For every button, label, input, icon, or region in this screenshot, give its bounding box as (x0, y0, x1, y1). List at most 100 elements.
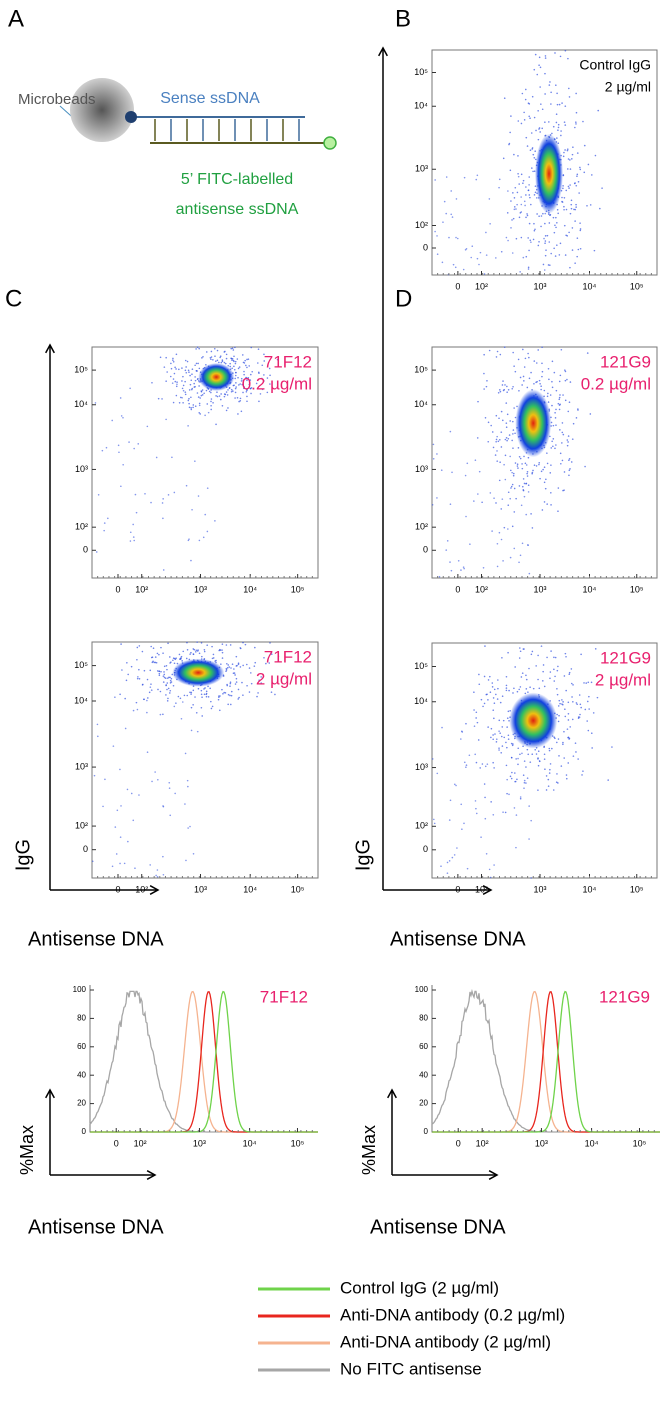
event-dot (198, 367, 201, 370)
event-dot (510, 115, 512, 117)
event-dot (150, 656, 153, 659)
event-dot (473, 709, 475, 711)
event-dot (512, 217, 515, 220)
event-dot (538, 687, 541, 690)
event-dot (218, 361, 220, 364)
event-dot (566, 235, 569, 237)
event-dot (523, 495, 526, 498)
event-dot (169, 682, 172, 684)
event-dot (449, 430, 452, 433)
event-dot (257, 692, 259, 694)
event-dot (197, 687, 200, 690)
event-dot (495, 741, 498, 743)
event-dot (513, 687, 515, 690)
event-dot (190, 729, 193, 732)
event-dot (581, 774, 583, 776)
event-dot (504, 811, 507, 814)
event-dot (227, 364, 230, 367)
event-dot (237, 688, 240, 691)
event-dot (482, 705, 484, 708)
event-dot (514, 462, 517, 464)
event-dot (538, 56, 541, 59)
event-dot (210, 400, 212, 403)
event-dot (431, 503, 434, 506)
event-dot (553, 668, 555, 671)
event-dot (590, 732, 593, 735)
event-dot (173, 705, 176, 708)
event-dot (440, 865, 442, 868)
event-dot (125, 679, 128, 682)
event-dot (560, 348, 563, 351)
event-dot (200, 706, 203, 709)
event-dot (167, 494, 170, 496)
event-dot (534, 228, 536, 231)
event-dot (578, 716, 581, 718)
event-dot (446, 872, 449, 874)
panel-letter: C (5, 285, 22, 312)
event-dot (511, 471, 513, 474)
event-dot (162, 498, 164, 500)
event-dot (568, 673, 571, 676)
event-dot (565, 689, 567, 692)
event-dot (485, 254, 488, 256)
event-dot (212, 657, 215, 659)
event-dot (586, 720, 588, 722)
event-dot (558, 380, 561, 383)
scatter-plot (431, 346, 658, 579)
event-dot (474, 753, 476, 756)
event-dot (211, 657, 214, 660)
event-dot (169, 662, 171, 664)
event-dot (525, 513, 528, 516)
event-dot (510, 742, 513, 745)
event-dot (556, 137, 558, 139)
event-dot (569, 726, 572, 728)
event-dot (494, 733, 496, 735)
bead (70, 78, 134, 142)
event-dot (504, 454, 507, 457)
event-dot (225, 644, 228, 646)
event-dot (530, 877, 532, 879)
event-dot (544, 93, 546, 95)
event-dot (501, 384, 504, 386)
event-dot (246, 684, 248, 687)
event-dot (498, 178, 501, 181)
event-dot (597, 109, 600, 112)
event-dot (228, 386, 231, 389)
event-dot (227, 407, 229, 409)
event-dot (475, 812, 478, 815)
event-dot (172, 360, 175, 363)
event-dot (513, 487, 516, 490)
density-core (515, 389, 552, 458)
event-dot (239, 666, 242, 668)
event-dot (436, 235, 438, 237)
event-dot (453, 783, 456, 786)
event-dot (512, 692, 514, 694)
event-dot (201, 394, 204, 396)
event-dot (575, 203, 577, 206)
event-dot (561, 699, 563, 701)
event-dot (168, 787, 171, 789)
event-dot (138, 677, 141, 680)
event-dot (552, 789, 555, 791)
event-dot (167, 642, 169, 645)
event-dot (483, 388, 485, 390)
event-dot (182, 384, 185, 387)
event-dot (505, 764, 508, 767)
event-dot (576, 152, 579, 154)
event-dot (215, 360, 217, 362)
event-dot (547, 401, 550, 403)
event-dot (526, 472, 528, 475)
event-dot (548, 749, 551, 752)
event-dot (491, 686, 494, 688)
event-dot (500, 751, 503, 754)
event-dot (248, 365, 251, 367)
event-dot (517, 467, 519, 469)
event-dot (197, 649, 199, 651)
event-dot (483, 273, 486, 275)
event-dot (265, 662, 267, 665)
event-dot (567, 719, 570, 721)
event-dot (534, 191, 537, 194)
event-dot (97, 735, 99, 738)
hist-curve (90, 990, 318, 1133)
event-dot (570, 682, 573, 685)
